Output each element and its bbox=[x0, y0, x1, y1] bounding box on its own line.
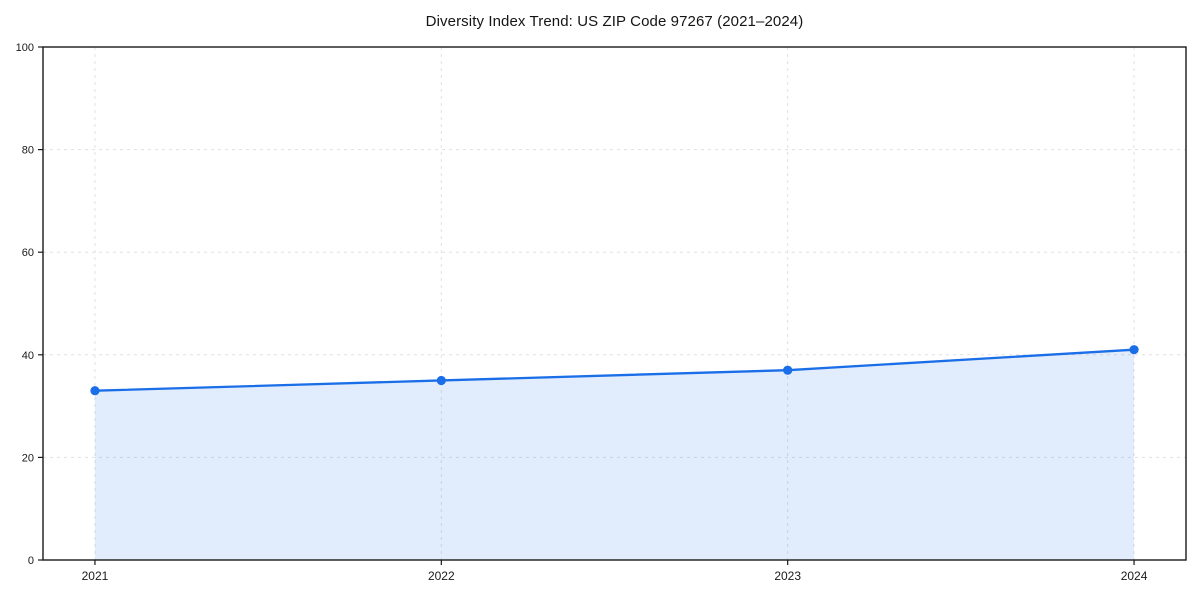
y-tick-label: 0 bbox=[28, 555, 34, 567]
data-point-2022 bbox=[436, 375, 446, 386]
data-point-2024 bbox=[1129, 345, 1139, 355]
x-tick-label: 2023 bbox=[774, 569, 801, 583]
y-tick-label: 80 bbox=[22, 145, 34, 157]
y-tick-label: 100 bbox=[16, 42, 34, 54]
chart-title: Diversity Index Trend: US ZIP Code 97267… bbox=[425, 13, 804, 30]
x-tick-label: 2021 bbox=[82, 569, 109, 583]
plot-frame bbox=[42, 46, 1187, 561]
x-tick-label: 2024 bbox=[1121, 569, 1148, 583]
area-fill bbox=[94, 349, 1135, 560]
y-tick-label: 40 bbox=[22, 350, 34, 362]
data-point-2021 bbox=[90, 386, 100, 396]
data-point-2023 bbox=[783, 365, 793, 375]
y-tick-label: 60 bbox=[22, 247, 34, 259]
y-tick-label: 20 bbox=[22, 452, 34, 464]
trend-line bbox=[93, 348, 1136, 392]
x-tick-label: 2022 bbox=[428, 569, 455, 583]
